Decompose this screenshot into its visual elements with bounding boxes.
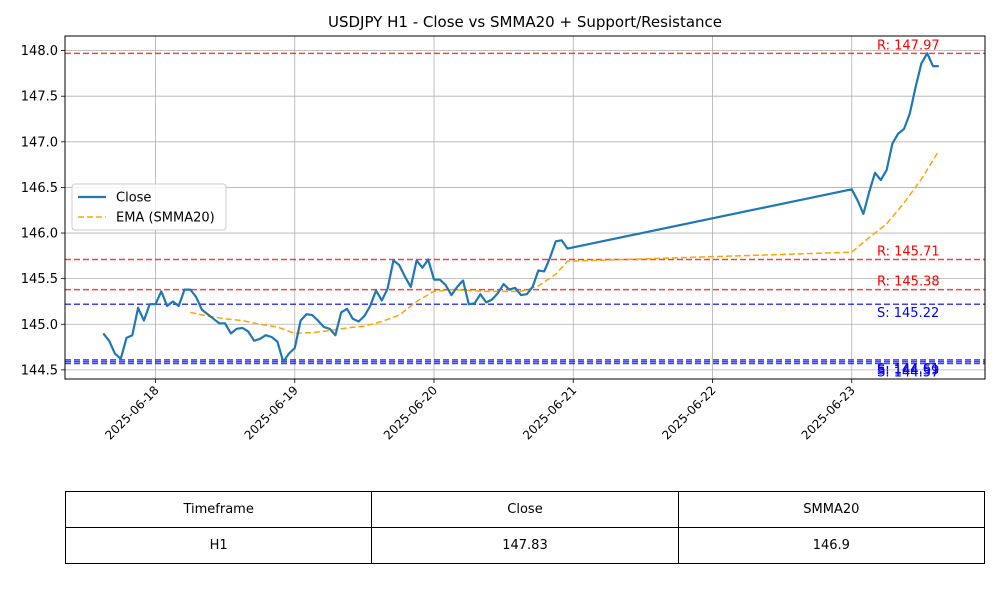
- table-cell: H1: [64, 527, 373, 564]
- legend-box: [71, 183, 227, 231]
- close-series-line: [102, 52, 939, 363]
- table-cell: 146.9: [677, 527, 986, 564]
- resistance-label: R: 145.71: [877, 244, 940, 259]
- y-tick-label: 144.5: [21, 363, 58, 378]
- table-header-row: Timeframe Close SMMA20: [64, 491, 986, 528]
- summary-table: Timeframe Close SMMA20 H1 147.83 146.9: [64, 491, 986, 564]
- support-label: S: 144.61: [877, 362, 939, 377]
- y-tick-label: 146.0: [21, 227, 58, 242]
- legend: Close EMA (SMMA20): [71, 183, 227, 231]
- y-tick-label: 145.5: [21, 272, 58, 287]
- y-tick-label: 145.0: [21, 318, 58, 333]
- legend-close-label: Close: [116, 191, 151, 206]
- y-tick-label: 148.0: [21, 44, 58, 59]
- table-header-cell: SMMA20: [677, 491, 986, 528]
- support-label: S: 145.22: [877, 306, 939, 321]
- support-label: S: 144.59: [877, 364, 939, 379]
- axes-frame: [64, 35, 986, 380]
- resistance-label: R: 145.38: [877, 275, 940, 290]
- chart-title: USDJPY H1 - Close vs SMMA20 + Support/Re…: [328, 13, 722, 31]
- legend-ema-label: EMA (SMMA20): [116, 211, 215, 226]
- y-tick-label: 147.5: [21, 90, 58, 105]
- table-header-cell: Timeframe: [64, 491, 373, 528]
- table-row: H1 147.83 146.9: [64, 527, 986, 564]
- support-label: S: 144.57: [877, 365, 939, 380]
- table-header-cell: Close: [371, 491, 679, 528]
- table-cell: 147.83: [371, 527, 679, 564]
- y-tick-label: 146.5: [21, 181, 58, 196]
- ema-series-line: [190, 150, 940, 335]
- resistance-label: R: 147.97: [877, 38, 940, 53]
- y-tick-label: 147.0: [21, 135, 58, 150]
